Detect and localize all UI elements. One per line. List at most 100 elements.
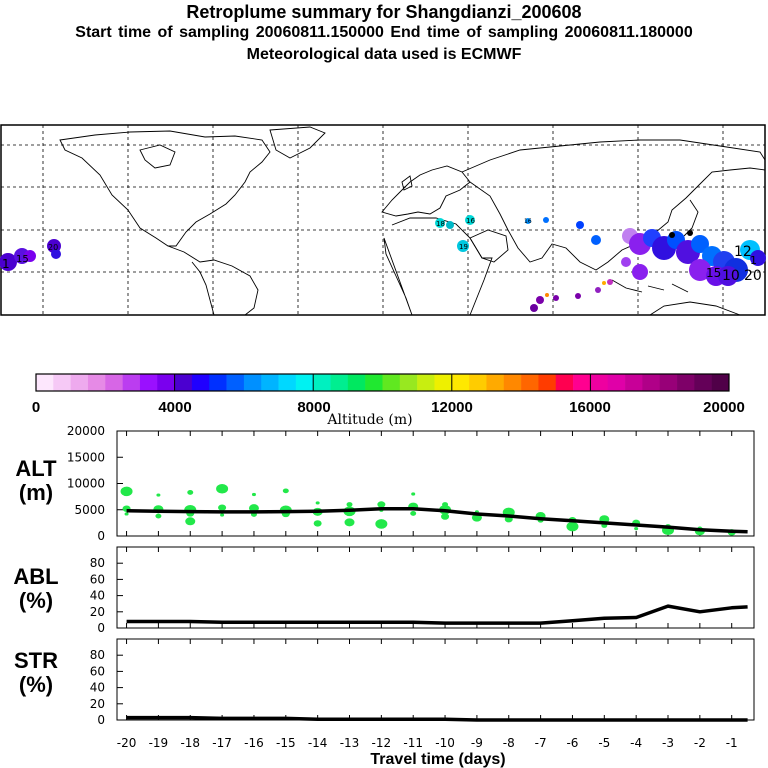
altitude-scatter-point bbox=[375, 519, 388, 529]
colorbar-swatch bbox=[469, 374, 487, 391]
colorbar-swatch bbox=[607, 374, 626, 391]
x-tick-label: -5 bbox=[598, 736, 610, 750]
plume-label: 16 bbox=[466, 217, 475, 225]
altitude-scatter-point bbox=[185, 517, 196, 526]
abl-panel-frame bbox=[116, 546, 755, 629]
colorbar-swatch bbox=[555, 374, 574, 391]
colorbar-frame bbox=[35, 373, 730, 392]
colorbar-swatch bbox=[295, 374, 314, 391]
y-tick-label: 40 bbox=[90, 681, 105, 695]
plume-label: 1 bbox=[2, 257, 10, 271]
altitude-scatter-point bbox=[315, 501, 320, 505]
altitude-scatter-point bbox=[187, 490, 194, 495]
x-tick-label: -10 bbox=[435, 736, 455, 750]
altitude-scatter-point bbox=[377, 501, 386, 508]
str-panel-frame bbox=[116, 638, 755, 721]
altitude-scatter-point bbox=[220, 513, 225, 517]
series-line-str bbox=[126, 715, 748, 722]
colorbar-swatch bbox=[711, 374, 730, 391]
plume-markers bbox=[0, 215, 766, 312]
x-tick-label: -19 bbox=[149, 736, 169, 750]
alt-unit: (m) bbox=[19, 480, 53, 505]
str-label: STR bbox=[14, 648, 58, 673]
colorbar-swatch bbox=[521, 374, 539, 391]
y-tick-label: 40 bbox=[90, 589, 105, 603]
altitude-scatter-point bbox=[442, 502, 449, 507]
y-tick-label: 20 bbox=[90, 605, 105, 619]
altitude-scatter-point bbox=[218, 504, 227, 511]
x-tick-label: -12 bbox=[372, 736, 392, 750]
altitude-scatter-point bbox=[313, 520, 322, 527]
colorbar-swatch bbox=[434, 374, 453, 391]
y-tick-label: 20000 bbox=[67, 424, 105, 438]
x-tick-label: -18 bbox=[180, 736, 200, 750]
plume-label: 18 bbox=[436, 220, 445, 228]
met-data-source: Meteorological data used is ECMWF bbox=[246, 46, 522, 63]
colorbar-swatch bbox=[451, 374, 470, 391]
colorbar-swatch bbox=[625, 374, 643, 391]
y-tick-label: 60 bbox=[90, 664, 105, 678]
altitude-scatter-point bbox=[346, 502, 353, 507]
colorbar-swatch bbox=[417, 374, 435, 391]
x-tick-label: -15 bbox=[276, 736, 296, 750]
y-tick-label: 80 bbox=[90, 648, 105, 662]
colorbar-swatch bbox=[226, 374, 245, 391]
colorbar-tick: 20000 bbox=[703, 399, 745, 416]
altitude-scatter-point bbox=[251, 492, 256, 497]
colorbar-swatch bbox=[243, 374, 262, 391]
x-tick-label: -6 bbox=[566, 736, 578, 750]
plume-label: 19 bbox=[459, 243, 468, 251]
altitude-scatter-point bbox=[566, 521, 579, 532]
colorbar-label: Altitude (m) bbox=[326, 412, 412, 428]
altitude-scatter-point bbox=[124, 512, 129, 516]
x-tick-label: -1 bbox=[726, 736, 738, 750]
colorbar-swatch bbox=[122, 374, 141, 391]
y-tick-label: 15000 bbox=[67, 450, 105, 464]
colorbar-swatch bbox=[191, 374, 210, 391]
colorbar-swatch bbox=[538, 374, 557, 391]
x-tick-label: -4 bbox=[630, 736, 642, 750]
plume-label: 15 bbox=[16, 254, 29, 265]
y-tick-label: 0 bbox=[97, 713, 105, 727]
colorbar-swatch bbox=[313, 374, 331, 391]
colorbar-tick: 4000 bbox=[158, 399, 191, 416]
plume-labels: 1 15 20 18 16 19 16 12 20 1 10 15 bbox=[2, 217, 762, 284]
plume-label: 1 bbox=[750, 254, 757, 267]
colorbar-swatch bbox=[399, 374, 418, 391]
colorbar-swatch bbox=[677, 374, 695, 391]
altitude-scatter-point bbox=[216, 483, 229, 494]
colorbar-tick: 12000 bbox=[431, 399, 473, 416]
colorbar-swatch bbox=[261, 374, 279, 391]
altitude-scatter-point bbox=[411, 492, 416, 496]
map-gridlines bbox=[1, 125, 765, 315]
plot-layer: 0 5000 10000 15000 20000 0 20 40 60 80 0 20 40 60 80 -2… bbox=[67, 424, 748, 750]
plume-label: 20 bbox=[744, 268, 762, 284]
plume-label: 15 bbox=[706, 266, 721, 280]
colorbar-swatch bbox=[278, 374, 297, 391]
altitude-scatter-point bbox=[410, 511, 417, 516]
colorbar-swatch bbox=[87, 374, 106, 391]
colorbar-swatch bbox=[382, 374, 401, 391]
colorbar-ticks: 0 4000 8000 12000 16000 20000 bbox=[32, 399, 745, 416]
abl-unit: (%) bbox=[19, 588, 53, 613]
colorbar-swatch bbox=[70, 374, 89, 391]
plume-label: 10 bbox=[722, 268, 740, 284]
colorbar-swatch bbox=[642, 374, 660, 391]
colorbar-swatch bbox=[659, 374, 678, 391]
colorbar-swatch bbox=[53, 374, 71, 391]
colorbar-swatch bbox=[139, 374, 158, 391]
colorbar-swatch bbox=[590, 374, 609, 391]
x-tick-label: -13 bbox=[340, 736, 360, 750]
coastlines bbox=[59, 126, 766, 316]
colorbar-swatch bbox=[486, 374, 505, 391]
colorbar-swatch bbox=[105, 374, 123, 391]
series-line-alt bbox=[126, 506, 748, 534]
colorbar-tick: 0 bbox=[32, 399, 40, 416]
str-unit: (%) bbox=[19, 672, 53, 697]
plume-label: 16 bbox=[524, 218, 532, 225]
x-axis-label: Travel time (days) bbox=[370, 751, 505, 768]
colorbar-swatch bbox=[347, 374, 366, 391]
x-tick-label: -9 bbox=[471, 736, 483, 750]
series-line-abl bbox=[126, 604, 748, 625]
colorbar-swatch bbox=[174, 374, 193, 391]
